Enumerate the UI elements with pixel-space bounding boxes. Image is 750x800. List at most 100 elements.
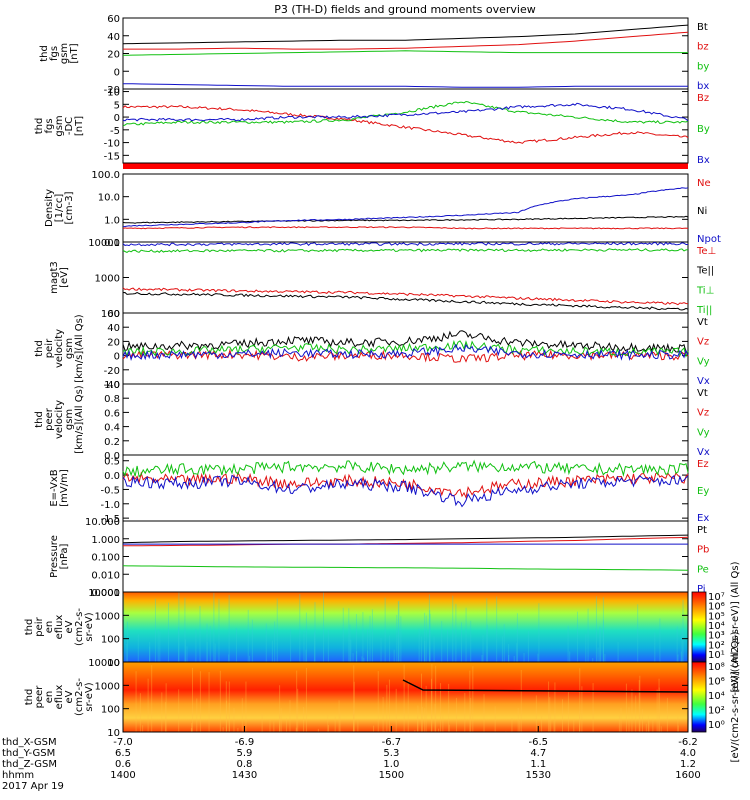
y-tick-label: 20 (107, 50, 120, 61)
y-tick-label: 1.000 (91, 535, 120, 546)
x-tick-label: 1.1 (530, 759, 546, 770)
y-tick-label: 0.001 (91, 588, 120, 599)
y-axis-label: thd (34, 340, 45, 357)
legend-entry: Ti|| (696, 305, 712, 316)
x-tick-label: 5.9 (237, 748, 253, 759)
y-axis-label: en (44, 691, 55, 704)
y-axis-label: Pressure (49, 535, 60, 578)
series-Vy (122, 339, 689, 358)
x-tick-label: -6.7 (382, 737, 402, 748)
y-axis-label: sr-eV) (84, 612, 95, 641)
y-axis-label: gsm (59, 43, 70, 64)
y-tick-label: 0.010 (91, 570, 120, 581)
y-axis-label: thd (39, 45, 50, 62)
x-tick-label: 4.0 (680, 748, 696, 759)
legend-entry: Pe (697, 564, 709, 575)
x-row-label: thd_Z-GSM (2, 759, 57, 770)
legend-entry: by (697, 61, 709, 72)
series-Ni (122, 215, 689, 224)
series-Npot (122, 187, 689, 228)
panel-peir_velocity: 60 40 20 0 -20 -40 thd peir velocity gsm [km/s](Al… (34, 309, 710, 391)
y-tick-label: 10 (107, 658, 120, 669)
y-tick-label: 5 (114, 100, 120, 111)
y-tick-label: 40 (107, 32, 120, 43)
legend-entry: Bz (697, 93, 709, 104)
y-tick-label: 0.5 (104, 457, 120, 468)
x-row-label: thd_X-GSM (2, 737, 57, 748)
panel-temperature: 10000 1000 100 magt3 [eV] Te⊥ Te|| Ti⊥ Ti|| (49, 238, 716, 320)
y-axis-label: [nT] (74, 116, 85, 136)
x-tick-label: 0.6 (115, 759, 131, 770)
x-tick-label: 5.3 (383, 748, 399, 759)
plot-title: P3 (TH-D) fields and ground moments over… (274, 3, 536, 16)
series-Bt (122, 24, 689, 45)
legend-entry: Te⊥ (696, 246, 716, 257)
legend-entry: Vy (697, 356, 710, 367)
legend-entry: Ni (697, 206, 707, 217)
y-axis-label: velocity (54, 400, 65, 439)
y-axis-label: [cm-3] (64, 191, 75, 224)
y-tick-label: -1.0 (100, 500, 120, 511)
series-Ex (122, 474, 689, 508)
y-tick-label: 10 (107, 728, 120, 739)
series-bx (122, 83, 688, 88)
x-tick-label: 1500 (379, 770, 404, 781)
y-tick-label: 0.6 (104, 408, 120, 419)
colorbar-tick: 10² (708, 706, 725, 717)
legend-entry: Npot (697, 234, 721, 245)
panel-frame (122, 173, 689, 243)
y-axis-label: eflux (54, 685, 65, 710)
legend-entry: Vt (697, 317, 708, 328)
x-tick-label: 1.0 (383, 759, 399, 770)
legend-entry: Vx (697, 447, 710, 458)
sweep-band (123, 163, 688, 169)
panel-fgs_gsm: 60 40 20 0 -20 thd fgs gsm [nT] Bt bz by bx (39, 14, 709, 96)
colorbar-tick: 10⁷ (708, 592, 725, 603)
y-axis-label: en (44, 621, 55, 634)
y-tick-label: 0.2 (104, 437, 120, 448)
y-tick-label: -10 (104, 139, 120, 150)
y-tick-label: -20 (104, 366, 120, 377)
legend-entry: Ex (697, 513, 709, 524)
x-tick-label: 4.7 (530, 748, 546, 759)
y-axis-label: Density (44, 189, 55, 227)
series-by (122, 50, 688, 56)
y-axis-label: [mV/m] (59, 469, 70, 507)
series-Te⊥ (122, 287, 689, 306)
series-Pt (122, 534, 689, 544)
colorbar-tick: 10² (708, 640, 725, 651)
spectrogram (123, 592, 688, 662)
x-tick-label: 1600 (675, 770, 700, 781)
y-tick-label: 1000 (95, 681, 120, 692)
y-tick-label: 1.0 (104, 215, 120, 226)
series-Vt (122, 330, 689, 354)
panel-frame (122, 520, 689, 593)
series-Ez (122, 471, 689, 500)
y-tick-label: 10000 (88, 238, 120, 249)
series-Ti⊥ (122, 248, 689, 253)
y-axis-label: peer (34, 685, 45, 709)
y-axis-label: fgs (49, 46, 60, 61)
x-tick-label: 1430 (232, 770, 257, 781)
y-tick-label: 40 (107, 323, 120, 334)
y-axis-label: thd (34, 411, 45, 428)
y-tick-label: -15 (104, 151, 120, 162)
y-axis-label: gsm (54, 115, 65, 136)
y-axis-label: peir (34, 616, 45, 636)
panel-fgs_gsm_dc: 105 0 -5 -10-15 thd fgs gsm -DC [nT] Bz By Bx (34, 88, 710, 169)
x-tick-label: 0.8 (237, 759, 253, 770)
x-tick-label: -6.5 (529, 737, 549, 748)
y-tick-label: 60 (107, 309, 120, 320)
series-Pb (122, 536, 689, 547)
y-axis-label: (cm2-s- (74, 608, 85, 646)
y-axis-label: -DC (64, 117, 75, 135)
series-Ne (122, 226, 689, 230)
y-tick-label: 100 (101, 705, 120, 716)
y-axis-label: eV (64, 620, 75, 633)
y-axis-label: magt3 (49, 261, 60, 294)
